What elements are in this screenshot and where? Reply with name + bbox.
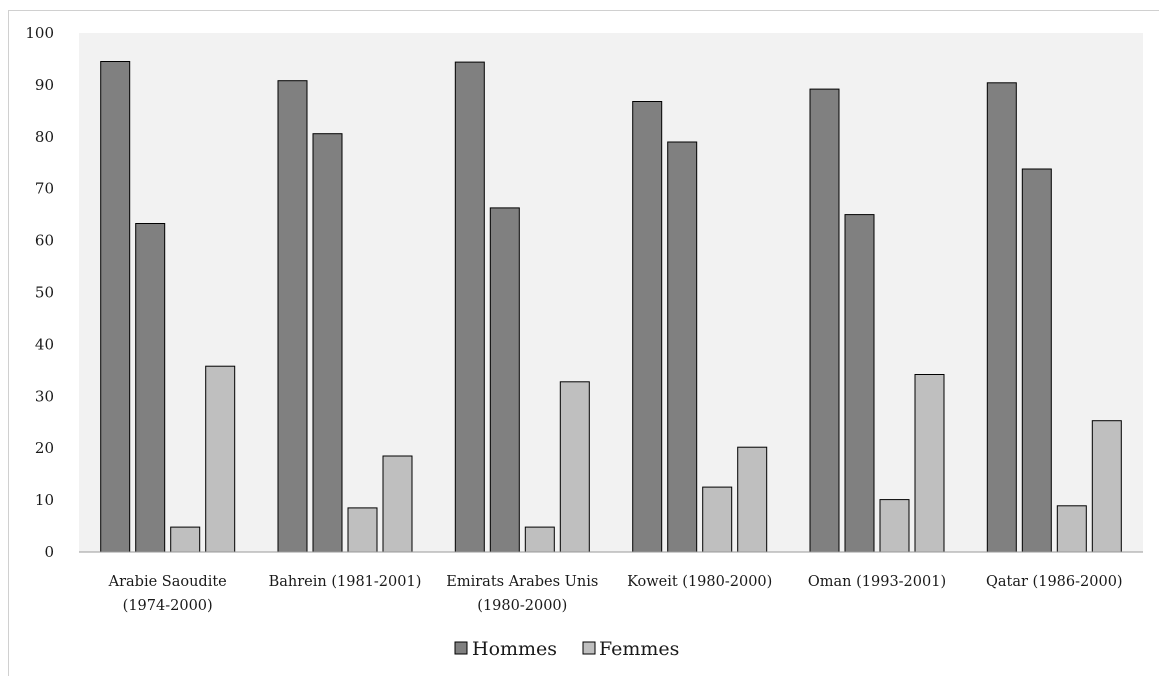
x-tick-label: Koweit (1980-2000) — [627, 574, 772, 590]
legend: Hommes Femmes — [455, 638, 679, 660]
x-tick-label: Bahrein (1981-2001) — [269, 574, 422, 590]
legend-label-hommes: Hommes — [472, 638, 557, 660]
y-tick-label: 40 — [35, 335, 54, 353]
bar-hommes — [278, 81, 307, 552]
y-tick-label: 20 — [35, 439, 54, 457]
x-axis: Arabie Saoudite (1974-2000) Bahrein (1981-… — [108, 574, 1123, 614]
bar-femmes — [1092, 421, 1121, 552]
bar-hommes — [101, 62, 130, 553]
bar-hommes — [668, 142, 697, 552]
bar-hommes — [633, 102, 662, 553]
bar-femmes — [560, 382, 589, 552]
bar-hommes — [455, 62, 484, 552]
y-tick-label: 90 — [35, 76, 54, 94]
bar-hommes — [490, 208, 519, 552]
bar-hommes — [1022, 169, 1051, 552]
bar-femmes — [1057, 506, 1086, 552]
bar-hommes — [313, 134, 342, 552]
y-tick-label: 100 — [25, 24, 54, 42]
bar-femmes — [171, 527, 200, 552]
bar-femmes — [348, 508, 377, 552]
y-tick-label: 10 — [35, 491, 54, 509]
bar-hommes — [845, 215, 874, 552]
bar-hommes — [987, 83, 1016, 552]
x-tick-label: (1974-2000) — [123, 598, 213, 614]
y-tick-label: 80 — [35, 128, 54, 146]
x-tick-label: Arabie Saoudite — [108, 574, 227, 590]
bar-femmes — [915, 375, 944, 553]
x-tick-label: (1980-2000) — [477, 598, 567, 614]
plot-area — [79, 33, 1143, 552]
legend-swatch-femmes — [583, 642, 595, 654]
y-tick-label: 70 — [35, 180, 54, 198]
y-tick-label: 50 — [35, 284, 54, 302]
bar-hommes — [810, 89, 839, 552]
bar-femmes — [383, 456, 412, 552]
y-tick-label: 60 — [35, 232, 54, 250]
legend-label-femmes: Femmes — [599, 638, 679, 660]
bar-femmes — [703, 487, 732, 552]
bar-femmes — [880, 500, 909, 552]
bar-femmes — [738, 447, 767, 552]
legend-swatch-hommes — [455, 642, 467, 654]
x-tick-label: Qatar (1986-2000) — [986, 574, 1123, 590]
bar-femmes — [206, 366, 235, 552]
bar-hommes — [136, 224, 165, 553]
y-axis: 0 10 20 30 40 50 60 70 80 90 100 — [25, 24, 54, 561]
y-tick-label: 30 — [35, 387, 54, 405]
x-tick-label: Emirats Arabes Unis — [446, 574, 598, 590]
x-tick-label: Oman (1993-2001) — [808, 574, 946, 590]
bar-femmes — [525, 527, 554, 552]
y-tick-label: 0 — [44, 543, 54, 561]
